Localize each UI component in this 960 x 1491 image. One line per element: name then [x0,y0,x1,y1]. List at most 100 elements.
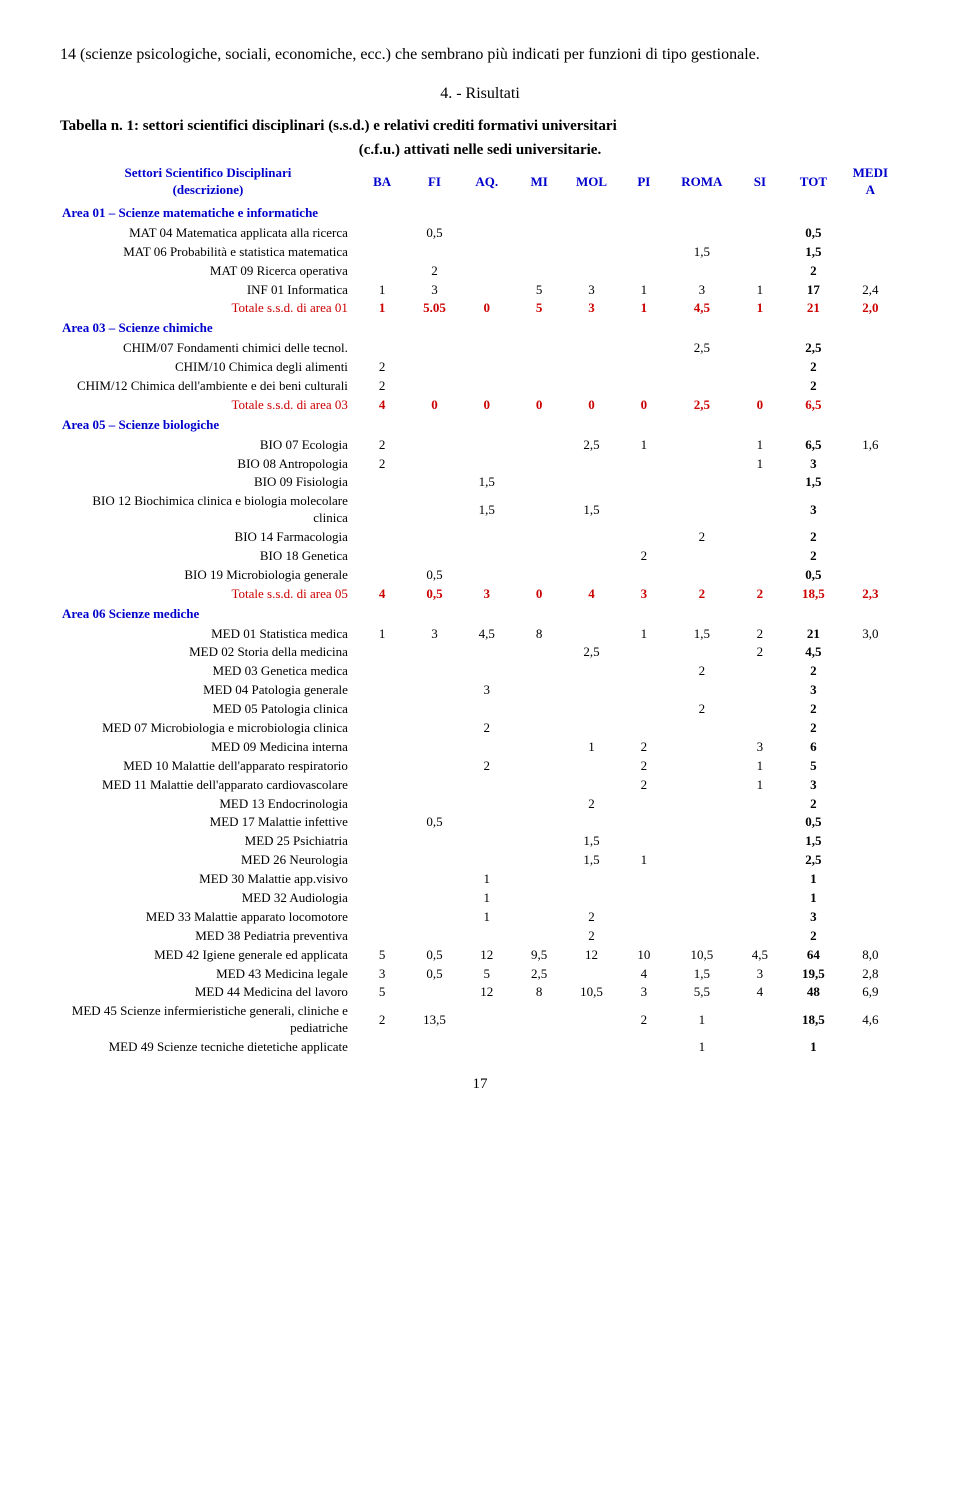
cell [618,681,670,700]
cell [408,662,460,681]
cell [841,528,900,547]
table-row: BIO 12 Biochimica clinica e biologia mol… [60,492,900,528]
cell: 2,5 [513,965,565,984]
cell: 0,5 [408,946,460,965]
table-row: BIO 19 Microbiologia generale0,50,5 [60,566,900,585]
cell [356,1038,408,1057]
cell [618,719,670,738]
cell: 5 [356,946,408,965]
cell [513,908,565,927]
cell: 1 [565,738,617,757]
cell [734,528,786,547]
cell: 1 [618,851,670,870]
cell: 2 [786,662,841,681]
cell [513,738,565,757]
cell [618,870,670,889]
cell [461,358,513,377]
row-desc: MED 10 Malattie dell'apparato respirator… [60,757,356,776]
table-row: MED 09 Medicina interna1236 [60,738,900,757]
cell: 4 [618,965,670,984]
data-table: Settori Scientifico Disciplinari (descri… [60,164,900,1057]
cell: 5.05 [408,299,460,318]
cell [841,243,900,262]
cell [461,643,513,662]
cell [461,243,513,262]
table-row: MAT 09 Ricerca operativa22 [60,262,900,281]
cell [356,813,408,832]
cell: 3 [786,776,841,795]
cell: 1 [670,1002,734,1038]
intro-paragraph: 14 (scienze psicologiche, sociali, econo… [60,40,900,70]
cell [461,547,513,566]
cell: 4,5 [734,946,786,965]
cell [565,813,617,832]
cell: 5 [786,757,841,776]
cell [565,566,617,585]
row-desc: MED 44 Medicina del lavoro [60,983,356,1002]
cell: 6,5 [786,436,841,455]
cell [841,358,900,377]
cell [408,243,460,262]
table-row: BIO 07 Ecologia22,5116,51,6 [60,436,900,455]
cell: 0,5 [786,224,841,243]
cell [513,262,565,281]
cell [356,662,408,681]
cell: 2,5 [670,339,734,358]
cell: 2 [786,528,841,547]
cell [670,870,734,889]
cell [513,492,565,528]
cell: 3 [461,681,513,700]
cell: 2 [565,908,617,927]
cell: 1 [734,776,786,795]
cell [618,700,670,719]
cell [734,908,786,927]
cell [841,547,900,566]
cell [841,795,900,814]
row-desc: INF 01 Informatica [60,281,356,300]
cell: 1 [356,299,408,318]
table-row: BIO 09 Fisiologia1,51,5 [60,473,900,492]
cell: 1,5 [461,492,513,528]
cell: 2 [670,700,734,719]
cell [734,662,786,681]
cell [513,776,565,795]
cell: 0 [513,585,565,604]
table-row: MED 43 Medicina legale30,552,541,5319,52… [60,965,900,984]
cell: 18,5 [786,1002,841,1038]
row-desc: MED 26 Neurologia [60,851,356,870]
cell [841,377,900,396]
cell: 2 [786,719,841,738]
cell: 19,5 [786,965,841,984]
table-body: Area 01 – Scienze matematiche e informat… [60,203,900,1057]
row-desc: BIO 14 Farmacologia [60,528,356,547]
cell [734,547,786,566]
cell [461,281,513,300]
cell: 1,5 [565,832,617,851]
table-row: MED 45 Scienze infermieristiche generali… [60,1002,900,1038]
cell [513,851,565,870]
cell [408,927,460,946]
cell [356,738,408,757]
cell: 2 [618,757,670,776]
table-caption-line2: (c.f.u.) attivati nelle sedi universitar… [60,141,900,161]
header-col: MI [513,164,565,203]
cell: 2 [786,795,841,814]
cell: 2 [461,757,513,776]
cell: 1,5 [565,851,617,870]
cell [408,492,460,528]
cell [408,681,460,700]
table-row: Totale s.s.d. di area 0115.0505314,51212… [60,299,900,318]
cell [461,776,513,795]
cell [670,436,734,455]
row-desc: BIO 19 Microbiologia generale [60,566,356,585]
cell [670,455,734,474]
header-media-l2: A [866,182,875,197]
cell [618,492,670,528]
cell: 5 [461,965,513,984]
row-desc: BIO 12 Biochimica clinica e biologia mol… [60,492,356,528]
cell [841,224,900,243]
cell [841,719,900,738]
table-row: BIO 08 Antropologia213 [60,455,900,474]
cell: 10,5 [565,983,617,1002]
cell [841,681,900,700]
